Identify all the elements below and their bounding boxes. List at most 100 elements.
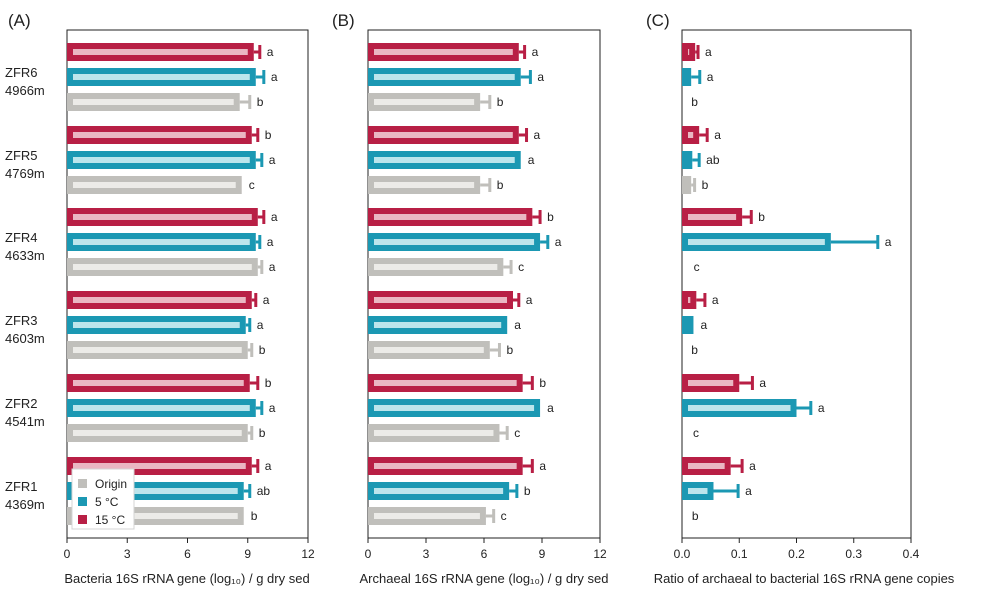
legend-swatch-5c	[78, 497, 87, 506]
bar-5c	[682, 399, 797, 417]
bar-origin	[682, 176, 692, 194]
bar-15c	[682, 208, 743, 226]
significance-label: ab	[706, 153, 720, 167]
significance-label: c	[249, 178, 255, 192]
x-tick-label: 12	[301, 547, 315, 561]
site-name-label: ZFR4	[5, 230, 38, 245]
bar-5c	[682, 482, 714, 500]
site-name-label: ZFR5	[5, 148, 38, 163]
significance-label: a	[537, 70, 544, 84]
significance-label: a	[269, 401, 276, 415]
significance-label: c	[514, 426, 520, 440]
panel-letter-c: (C)	[646, 11, 670, 30]
x-tick-label: 9	[244, 547, 251, 561]
significance-label: c	[693, 426, 699, 440]
bar-15c	[368, 374, 523, 392]
site-name-label: ZFR3	[5, 313, 38, 328]
bar-5c	[368, 482, 510, 500]
significance-label: b	[251, 509, 258, 523]
significance-label: a	[532, 45, 539, 59]
significance-label: a	[534, 128, 541, 142]
bar-origin	[368, 176, 481, 194]
bar-15c	[67, 374, 250, 392]
significance-label: a	[263, 293, 270, 307]
significance-label: a	[547, 401, 554, 415]
panel-letter-b: (B)	[332, 11, 355, 30]
x-tick-label: 12	[593, 547, 607, 561]
bar-5c	[368, 399, 541, 417]
legend: Origin 5 °C 15 °C	[71, 468, 135, 530]
x-tick-label: 0	[64, 547, 71, 561]
significance-label: a	[271, 70, 278, 84]
significance-label: a	[705, 45, 712, 59]
significance-label: b	[259, 426, 266, 440]
bar-5c	[67, 233, 256, 251]
significance-label: b	[758, 210, 765, 224]
bar-5c	[67, 316, 246, 334]
bar-5c	[67, 151, 256, 169]
bar-origin	[368, 424, 500, 442]
site-name-label: ZFR2	[5, 396, 38, 411]
bar-15c	[682, 457, 731, 475]
bar-origin	[67, 341, 248, 359]
significance-label: b	[691, 343, 698, 357]
significance-label: a	[885, 235, 892, 249]
significance-label: b	[691, 95, 698, 109]
significance-label: b	[524, 484, 531, 498]
x-tick-label: 0.4	[903, 547, 920, 561]
bar-origin	[67, 258, 258, 276]
legend-swatch-origin	[78, 479, 87, 488]
x-axis-title-b: Archaeal 16S rRNA gene (log₁₀) / g dry s…	[360, 571, 609, 586]
x-axis-title-c: Ratio of archaeal to bacterial 16S rRNA …	[654, 571, 955, 586]
significance-label: b	[257, 95, 264, 109]
bar-origin	[368, 93, 481, 111]
significance-label: b	[547, 210, 554, 224]
significance-label: a	[555, 235, 562, 249]
x-tick-label: 3	[423, 547, 430, 561]
bar-5c	[368, 316, 508, 334]
bar-15c	[682, 126, 700, 144]
bar-15c	[67, 208, 258, 226]
significance-label: b	[497, 178, 504, 192]
site-name-label: ZFR1	[5, 479, 38, 494]
significance-label: c	[501, 509, 507, 523]
significance-label: a	[528, 153, 535, 167]
site-depth-label: 4633m	[5, 248, 45, 263]
bar-5c	[368, 68, 521, 86]
significance-label: a	[818, 401, 825, 415]
significance-label: b	[265, 376, 272, 390]
significance-label: a	[267, 45, 274, 59]
bar-origin	[67, 93, 240, 111]
significance-label: b	[692, 509, 699, 523]
significance-label: ab	[257, 484, 271, 498]
significance-label: a	[759, 376, 766, 390]
significance-label: c	[518, 260, 524, 274]
legend-swatch-15c	[78, 515, 87, 524]
bar-15c	[368, 43, 519, 61]
bar-origin	[368, 341, 490, 359]
bar-15c	[368, 208, 533, 226]
significance-label: a	[271, 210, 278, 224]
significance-label: a	[526, 293, 533, 307]
bar-15c	[368, 291, 513, 309]
bar-5c	[682, 68, 692, 86]
x-tick-label: 0	[365, 547, 372, 561]
bar-15c	[368, 457, 523, 475]
significance-label: a	[257, 318, 264, 332]
x-tick-label: 6	[481, 547, 488, 561]
panel-letter-a: (A)	[8, 11, 31, 30]
significance-label: a	[267, 235, 274, 249]
bar-5c	[67, 68, 256, 86]
significance-label: b	[265, 128, 272, 142]
bar-15c	[682, 43, 696, 61]
site-depth-label: 4769m	[5, 166, 45, 181]
bar-5c	[682, 151, 693, 169]
significance-label: a	[514, 318, 521, 332]
significance-label: a	[714, 128, 721, 142]
legend-label-15c: 15 °C	[95, 513, 125, 527]
bar-15c	[67, 291, 252, 309]
legend-label-origin: Origin	[95, 477, 127, 491]
x-tick-label: 0.0	[674, 547, 691, 561]
